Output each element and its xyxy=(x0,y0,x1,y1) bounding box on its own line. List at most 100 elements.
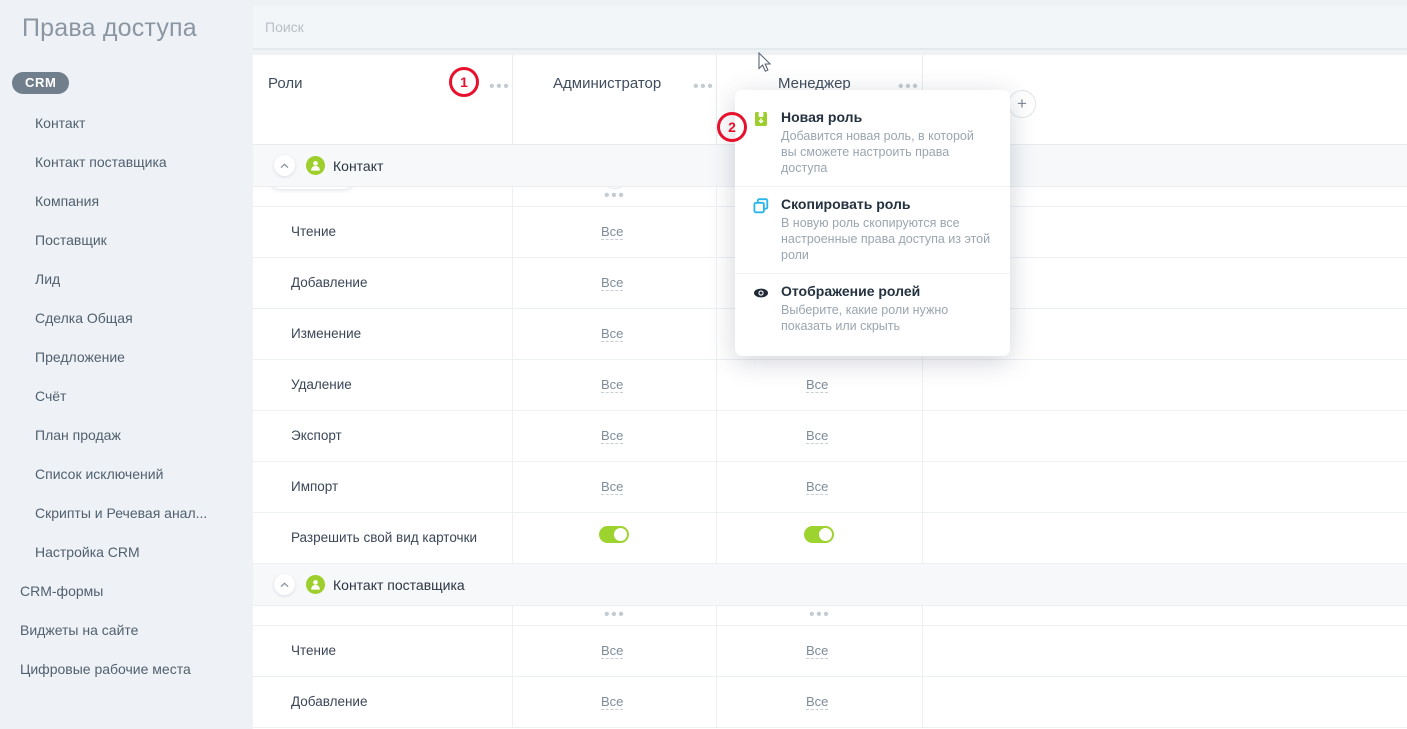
sidebar-item-8[interactable]: План продаж xyxy=(35,427,121,443)
cell-divider xyxy=(922,626,923,676)
cell-divider xyxy=(922,462,923,512)
collapse-group-button[interactable] xyxy=(274,574,295,595)
roles-column-menu-button[interactable]: ••• xyxy=(489,78,511,95)
menu-item-desc: Выберите, какие роли нужно показать или … xyxy=(781,303,949,333)
crm-badge[interactable]: CRM xyxy=(12,72,70,94)
cell-divider xyxy=(716,606,717,626)
permission-label: Добавление xyxy=(291,275,368,290)
cell-divider xyxy=(716,677,717,727)
eye-icon xyxy=(753,285,769,301)
permission-label: Чтение xyxy=(291,224,337,239)
entity-icon xyxy=(306,575,325,594)
cell-divider xyxy=(512,462,513,512)
permission-value[interactable]: Все xyxy=(806,377,829,393)
sidebar-item-11[interactable]: Настройка CRM xyxy=(35,544,140,560)
permission-value[interactable]: Все xyxy=(806,694,829,710)
new-role-icon xyxy=(753,111,769,127)
permission-value[interactable]: Все xyxy=(806,428,829,444)
cell-menu-button[interactable]: ••• xyxy=(809,606,831,623)
sidebar-item-5[interactable]: Сделка Общая xyxy=(35,310,133,326)
permission-label: Разрешить свой вид карточки xyxy=(291,530,478,545)
cell-divider xyxy=(512,626,513,676)
permission-value[interactable]: Все xyxy=(601,694,624,710)
permission-label: Импорт xyxy=(291,479,339,494)
cell-divider xyxy=(512,360,513,410)
cell-divider xyxy=(716,626,717,676)
cell-divider xyxy=(922,677,923,727)
permission-label: Чтение xyxy=(291,643,337,658)
cell-divider xyxy=(716,513,717,563)
cell-divider xyxy=(716,411,717,461)
permission-value[interactable]: Все xyxy=(601,326,624,342)
cell-divider xyxy=(512,187,513,207)
cell-menu-button[interactable]: ••• xyxy=(604,606,626,623)
sidebar: Права доступа CRM Контакт Контакт поставщ… xyxy=(0,0,250,729)
cell-divider xyxy=(716,309,717,359)
administrator-column-menu-button[interactable]: ••• xyxy=(693,78,715,95)
menu-item-title: Отображение ролей xyxy=(781,283,921,299)
group-header-1[interactable]: Контакт поставщика xyxy=(253,564,1407,606)
cell-menu-button[interactable]: ••• xyxy=(604,187,626,204)
cell-divider xyxy=(716,462,717,512)
menu-item-copy-role[interactable]: Скопировать роль В новую роль скопируютс… xyxy=(735,186,1010,273)
search-input[interactable]: Поиск xyxy=(253,6,1407,48)
permission-value[interactable]: Все xyxy=(806,479,829,495)
menu-item-desc: В новую роль скопируются все настроенные… xyxy=(781,216,991,262)
table-row: Разрешить свой вид карточки xyxy=(253,513,1407,564)
menu-item-desc: Добавится новая роль, в которой вы сможе… xyxy=(781,129,974,175)
sidebar-item-7[interactable]: Счёт xyxy=(35,388,67,404)
cell-divider xyxy=(716,258,717,308)
menu-item-role-visibility[interactable]: Отображение ролей Выберите, какие роли н… xyxy=(735,273,1010,344)
permission-label: Удаление xyxy=(291,377,352,392)
role-context-menu: Новая роль Добавится новая роль, в котор… xyxy=(735,90,1010,356)
permission-toggle[interactable] xyxy=(804,526,834,543)
entity-icon xyxy=(306,156,325,175)
sidebar-item-2[interactable]: Компания xyxy=(35,193,100,209)
cell-divider xyxy=(716,207,717,257)
permission-value[interactable]: Все xyxy=(601,275,624,291)
menu-item-new-role[interactable]: Новая роль Добавится новая роль, в котор… xyxy=(735,100,1010,186)
cell-divider xyxy=(512,677,513,727)
menu-item-title: Скопировать роль xyxy=(781,196,911,212)
add-role-column-button[interactable]: + xyxy=(1008,90,1036,118)
column-divider xyxy=(716,55,717,145)
sidebar-item-0[interactable]: Контакт xyxy=(35,115,86,131)
permission-value[interactable]: Все xyxy=(601,377,624,393)
sidebar-item-3[interactable]: Поставщик xyxy=(35,232,107,248)
annotation-marker-1: 1 xyxy=(449,67,479,97)
permission-value[interactable]: Все xyxy=(601,643,624,659)
search-placeholder: Поиск xyxy=(265,19,304,35)
collapse-group-button[interactable] xyxy=(274,155,295,176)
permission-value[interactable]: Все xyxy=(806,643,829,659)
cell-divider xyxy=(512,606,513,626)
cell-divider xyxy=(512,513,513,563)
cell-divider xyxy=(716,187,717,207)
table-row: Добавление Все Все xyxy=(253,677,1407,728)
page-title: Права доступа xyxy=(22,14,197,42)
column-title-administrator: Администратор xyxy=(553,75,662,92)
permission-label: Экспорт xyxy=(291,428,342,443)
main-area: Поиск Роли ••• 2 из 2 xyxy=(250,0,1407,729)
sidebar-item-13[interactable]: Виджеты на сайте xyxy=(20,622,139,638)
permission-value[interactable]: Все xyxy=(601,479,624,495)
sidebar-item-14[interactable]: Цифровые рабочие места xyxy=(20,661,191,677)
table-row: Импорт Все Все xyxy=(253,462,1407,513)
permission-value[interactable]: Все xyxy=(601,224,624,240)
sidebar-item-12[interactable]: CRM-формы xyxy=(20,583,104,599)
mouse-cursor xyxy=(758,51,773,78)
sidebar-item-4[interactable]: Лид xyxy=(35,271,61,287)
group-label: Контакт xyxy=(333,157,384,174)
sidebar-item-9[interactable]: Список исключений xyxy=(35,466,164,482)
sidebar-item-10[interactable]: Скрипты и Речевая анал... xyxy=(35,505,208,521)
sidebar-item-1[interactable]: Контакт поставщика xyxy=(35,154,167,170)
table-row: ••• ••• xyxy=(253,606,1407,626)
cell-divider xyxy=(922,360,923,410)
permission-toggle[interactable] xyxy=(599,526,629,543)
sidebar-nav: Контакт Контакт поставщика Компания Поставщ… xyxy=(0,104,250,689)
permission-label: Добавление xyxy=(291,694,368,709)
cell-divider xyxy=(512,309,513,359)
sidebar-item-6[interactable]: Предложение xyxy=(35,349,125,365)
annotation-marker-2: 2 xyxy=(717,112,747,142)
table-row: Экспорт Все Все xyxy=(253,411,1407,462)
permission-value[interactable]: Все xyxy=(601,428,624,444)
